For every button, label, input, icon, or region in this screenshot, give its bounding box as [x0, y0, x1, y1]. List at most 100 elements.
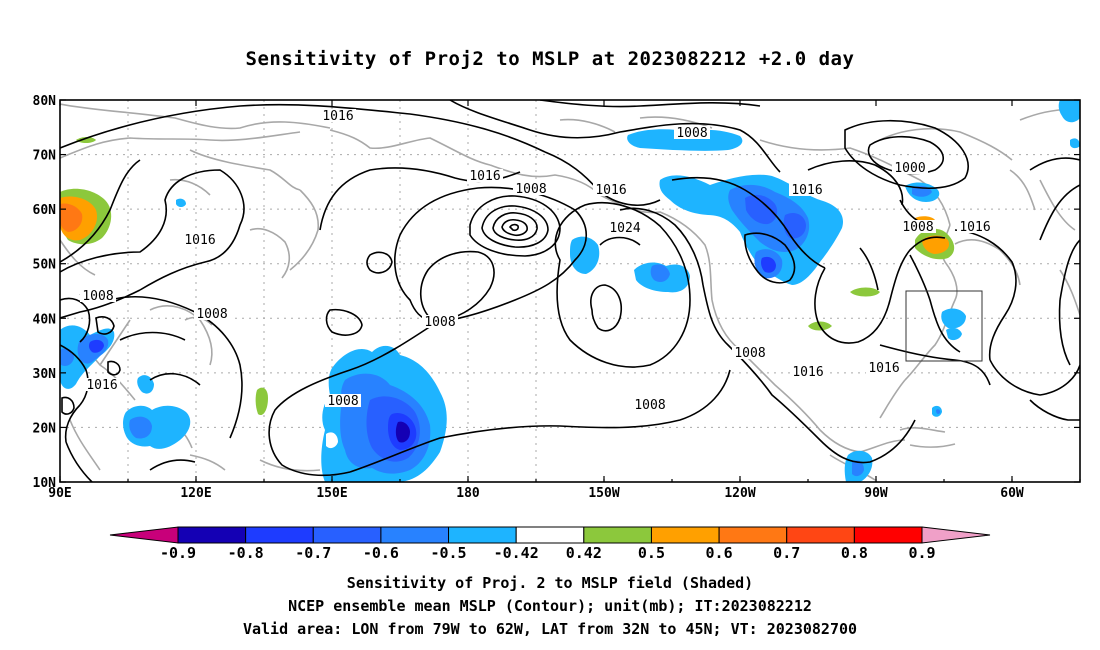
- contour-label: 1008: [515, 182, 546, 197]
- colorbar-box: [786, 526, 855, 544]
- shade-negative-mexico-2: [852, 460, 864, 477]
- contour-label-bg: [80, 289, 116, 302]
- caption-contour: NCEP ensemble mean MSLP (Contour); unit(…: [288, 597, 812, 615]
- shade-positive-small2: [255, 387, 268, 416]
- caption-valid-area: Valid area: LON from 79W to 62W, LAT fro…: [242, 620, 858, 638]
- shade-negative-nw-pacific-5: [395, 421, 410, 443]
- colorbar-box: [583, 526, 652, 544]
- colorbar-box: [177, 526, 247, 544]
- colorbar-extend-high: [921, 526, 991, 544]
- shade-negative-small-w: [176, 198, 186, 207]
- lat-label: 30N: [33, 367, 57, 382]
- contour-label-bg: [194, 307, 230, 320]
- shade-negative-gulf-4: [783, 213, 806, 239]
- sensitivity-shading: [60, 100, 1080, 482]
- colorbar-extend-low: [109, 526, 179, 544]
- colorbar-box: [853, 526, 923, 544]
- contour-label: 1008: [676, 126, 707, 141]
- colorbar: [109, 526, 991, 544]
- shade-negative-japan-4: [60, 348, 74, 366]
- lon-label: 120W: [724, 486, 755, 501]
- contour-label-bg: [182, 233, 218, 246]
- contour-label: 1008: [734, 346, 765, 361]
- contour-label-bg: [957, 220, 993, 233]
- latitude-labels: 80N 70N 60N 50N 40N 30N 20N 10N: [33, 94, 57, 491]
- lat-label: 20N: [33, 421, 57, 436]
- contour-label-bg: [320, 109, 356, 122]
- contour-label: 1008: [196, 307, 227, 322]
- colorbar-label: -0.7: [295, 544, 331, 562]
- contour-label: 1016: [868, 361, 899, 376]
- contour-label-bg: [467, 169, 503, 182]
- shade-negative-gulf-3: [745, 194, 778, 225]
- colorbar-box: [650, 526, 720, 544]
- lat-label: 40N: [33, 312, 57, 327]
- shade-positive-small1: [76, 137, 96, 143]
- contour-label-bg: [892, 161, 928, 174]
- contour-label-bg: [632, 398, 668, 411]
- shade-negative-ne-pacific-3: [650, 264, 670, 282]
- lon-label: 150E: [316, 486, 347, 501]
- colorbar-labels: -0.9 -0.8 -0.7 -0.6 -0.5 -0.42 0.42 0.5 0.6 0.7 0.…: [160, 544, 936, 562]
- colorbar-label: -0.6: [363, 544, 399, 562]
- colorbar-box: [380, 526, 450, 544]
- contour-label: 1008: [82, 289, 113, 304]
- shade-negative-alaska: [627, 129, 743, 151]
- axis-ticks: [59, 99, 1081, 483]
- lon-label: 90E: [48, 486, 71, 501]
- colorbar-label: 0.8: [841, 544, 868, 562]
- longitude-labels: 90E 120E 150E 180 150W 120W 90W 60W: [48, 486, 1024, 501]
- colorbar-box: [245, 526, 314, 544]
- shade-positive-siberia-inner: [60, 203, 83, 232]
- plot-frame: [59, 99, 1081, 483]
- contour-label: 1016: [791, 183, 822, 198]
- colorbar-label: 0.9: [908, 544, 935, 562]
- shade-negative-scs-2: [129, 416, 152, 439]
- lat-label: 50N: [33, 258, 57, 273]
- colorbar-box: [515, 526, 585, 544]
- contour-label: 1024: [609, 221, 640, 236]
- shade-negative-scs-3: [137, 375, 154, 394]
- lat-label: 70N: [33, 149, 57, 164]
- contour-labels: 1016 1008 1016 1008 1016 1000 1016 1024 1016 1008…: [80, 109, 993, 413]
- shade-negative-canada-core: [761, 256, 776, 273]
- colorbar-label: -0.8: [228, 544, 264, 562]
- contour-label: 1008: [902, 220, 933, 235]
- contour-label-bg: [422, 315, 458, 328]
- colorbar-label: -0.42: [494, 544, 539, 562]
- colorbar-label: 0.42: [566, 544, 602, 562]
- contour-label-bg: [513, 182, 549, 195]
- contour-label: 1016: [86, 378, 117, 393]
- lat-label: 10N: [33, 476, 57, 491]
- caption-shading: Sensitivity of Proj. 2 to MSLP field (Sh…: [346, 574, 754, 592]
- contour-label: 1000: [894, 161, 925, 176]
- colorbar-label: 0.7: [773, 544, 800, 562]
- shade-negative-atlantic-2: [946, 327, 962, 341]
- contour-label: 1008: [327, 394, 358, 409]
- shade-negative-greenland: [1058, 100, 1080, 123]
- contour-label: 1016: [959, 220, 990, 235]
- shade-positive-labrador-core: [922, 235, 950, 254]
- contour-label-bg: [607, 221, 643, 234]
- shade-negative-greenland-2: [1070, 138, 1080, 149]
- lon-label: 60W: [1000, 486, 1024, 501]
- contour-label-bg: [84, 378, 120, 391]
- lon-label: 90W: [864, 486, 888, 501]
- contour-label: 1016: [322, 109, 353, 124]
- valid-area-box: [905, 290, 983, 362]
- colorbar-box: [448, 526, 517, 544]
- contour-label: 1016: [792, 365, 823, 380]
- colorbar-label: 0.5: [638, 544, 665, 562]
- shade-positive-small3: [850, 287, 880, 297]
- contour-label-bg: [674, 126, 710, 139]
- colorbar-label: -0.5: [430, 544, 466, 562]
- lon-label: 120E: [180, 486, 211, 501]
- map-title: Sensitivity of Proj2 to MSLP at 20230822…: [245, 48, 855, 70]
- colorbar-box: [312, 526, 382, 544]
- colorbar-label: 0.6: [706, 544, 733, 562]
- colorbar-label: -0.9: [160, 544, 196, 562]
- shade-negative-atlantic: [941, 308, 966, 329]
- contour-label: 1016: [595, 183, 626, 198]
- contour-label-bg: [790, 365, 826, 378]
